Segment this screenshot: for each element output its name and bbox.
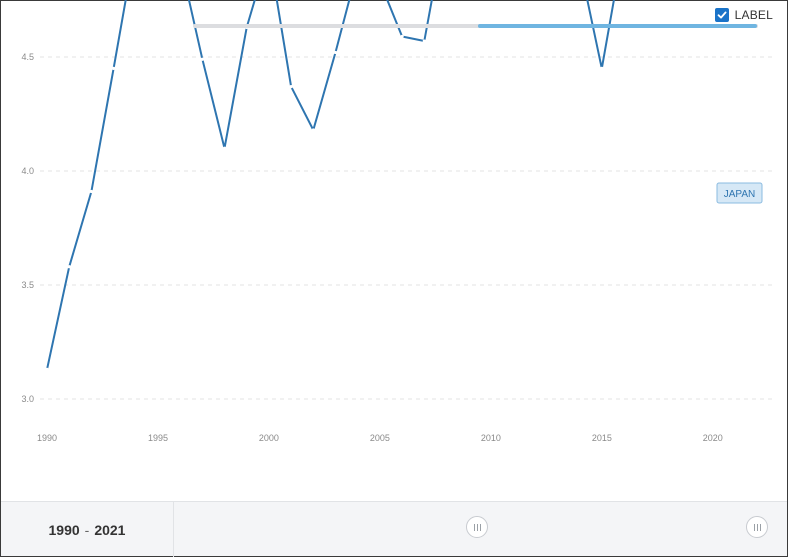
y-axis-ticks: 3.03.54.04.55.05.56.0 — [21, 52, 34, 404]
data-point[interactable] — [200, 57, 204, 61]
footer-divider — [173, 502, 174, 557]
grip-line — [759, 523, 761, 531]
series-line[interactable] — [46, 0, 735, 370]
grip-line — [476, 523, 478, 531]
data-point[interactable] — [422, 39, 426, 43]
grip-line — [753, 523, 755, 531]
slider-handle-end[interactable] — [746, 516, 768, 538]
data-point[interactable] — [289, 85, 293, 89]
slider-track[interactable] — [193, 24, 758, 28]
range-start: 1990 — [48, 521, 80, 538]
x-tick-label: 1990 — [37, 433, 57, 443]
label-checkbox[interactable] — [714, 8, 729, 22]
range-separator: - — [84, 521, 90, 538]
grip-line — [756, 523, 758, 531]
line-chart: 3.03.54.04.55.05.56.0 199019952000200520… — [21, 0, 775, 443]
slider-selected-range — [478, 24, 757, 28]
label-toggle[interactable]: LABEL — [714, 8, 773, 22]
badge-box — [716, 182, 763, 204]
grid-lines — [40, 56, 775, 400]
x-tick-label: 2015 — [592, 433, 612, 443]
range-display: 1990 - 2021 — [1, 502, 173, 557]
x-tick-label: 2005 — [370, 433, 390, 443]
series-japan — [45, 0, 735, 371]
data-point[interactable] — [67, 265, 71, 269]
y-tick-label: 4.5 — [21, 52, 34, 62]
data-point[interactable] — [400, 34, 404, 39]
series-label-badge: JAPAN — [716, 182, 763, 204]
check-icon — [717, 11, 727, 19]
x-tick-label: 1995 — [148, 433, 168, 443]
series-label: JAPAN — [724, 189, 756, 200]
x-tick-label: 2020 — [703, 433, 723, 443]
range-end: 2021 — [94, 521, 126, 538]
x-tick-label: 2000 — [259, 433, 279, 443]
slider-handle-start[interactable] — [466, 516, 488, 538]
grip-line — [473, 523, 475, 531]
data-point[interactable] — [45, 367, 49, 371]
data-point[interactable] — [111, 66, 116, 70]
data-point[interactable] — [89, 189, 93, 194]
grip-line — [479, 523, 481, 531]
y-tick-label: 3.5 — [21, 280, 34, 290]
y-tick-label: 4.0 — [21, 166, 34, 176]
series-badge: JAPAN — [716, 182, 763, 204]
x-tick-label: 2010 — [481, 433, 501, 443]
data-point[interactable] — [333, 50, 338, 55]
range-footer: 1990 - 2021 — [1, 501, 787, 557]
y-tick-label: 3.0 — [21, 394, 34, 404]
data-point[interactable] — [311, 128, 315, 132]
x-axis-ticks: 1990 1995 2000 2005 2010 2015 2020 — [37, 433, 723, 443]
data-point[interactable] — [600, 66, 604, 70]
label-toggle-text: LABEL — [734, 8, 773, 22]
data-point[interactable] — [222, 146, 227, 150]
